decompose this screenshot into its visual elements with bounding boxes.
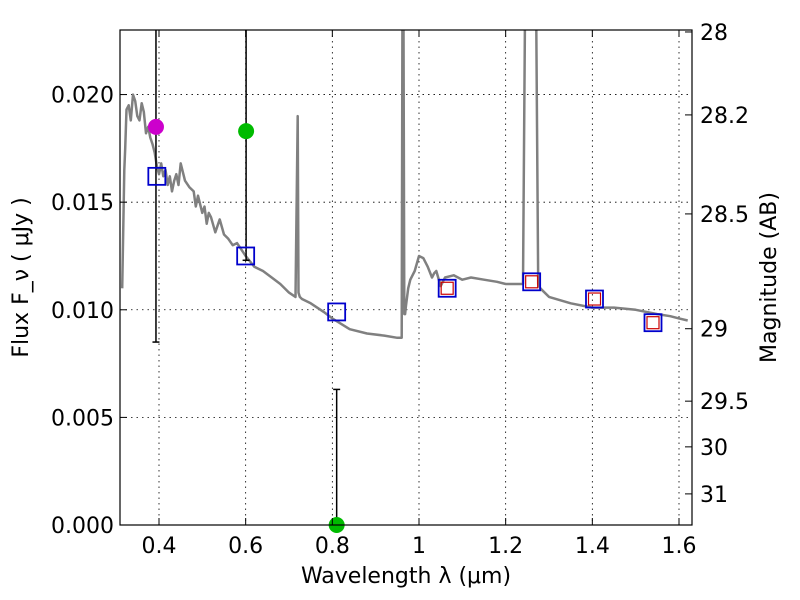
model-photometry-square	[437, 278, 457, 298]
magnitude-tick-labels: 28 28.2 28.5 29 29.5 30 31	[700, 21, 749, 508]
y-tick-label: 0.005	[51, 406, 114, 431]
y-axis-right-label: Magnitude (AB)	[757, 192, 782, 363]
model-photometry-square	[147, 166, 167, 186]
model-photometry-square	[522, 272, 542, 292]
observed-photometry-square	[525, 275, 539, 289]
magnitude-tick-label: 29.5	[700, 390, 749, 415]
green-point	[238, 123, 255, 140]
x-axis-label: Wavelength λ (μm)	[301, 564, 511, 589]
x-tick-label: 0.4	[142, 534, 177, 559]
x-tick-label: 1.4	[575, 534, 610, 559]
x-tick-labels: 0.4 0.6 0.8 1 1.2 1.4 1.6	[142, 534, 697, 559]
y-tick-label: 0.020	[51, 84, 114, 109]
y-axis-label: Flux F_ν ( μJy )	[9, 197, 34, 357]
magnitude-tick-label: 31	[700, 483, 728, 508]
model-photometry-square	[585, 289, 604, 309]
y-tick-label: 0.000	[51, 514, 114, 539]
observed-photometry-square	[587, 292, 602, 306]
observed-photometry-square	[646, 316, 660, 330]
model-photometry-square	[643, 313, 663, 333]
x-tick-label: 1.6	[662, 534, 697, 559]
ticks-layer	[120, 30, 692, 526]
y-tick-label: 0.010	[51, 299, 114, 324]
points-layer	[147, 118, 663, 533]
model-spectrum-line	[120, 30, 688, 340]
x-tick-label: 1	[412, 534, 426, 559]
x-tick-label: 1.2	[488, 534, 523, 559]
plot-frame	[119, 29, 693, 526]
magenta-point	[147, 118, 164, 135]
y-tick-labels: 0.000 0.005 0.010 0.015 0.020	[51, 84, 114, 539]
magnitude-tick-label: 29	[700, 318, 728, 343]
magnitude-tick-label: 28.2	[700, 104, 749, 129]
x-tick-label: 0.8	[315, 534, 350, 559]
model-spectrum-layer	[120, 30, 688, 340]
observed-photometry-square	[440, 281, 454, 295]
model-photometry-square	[236, 246, 256, 266]
magnitude-tick-label: 30	[700, 436, 728, 461]
model-photometry-square	[327, 302, 347, 322]
magnitude-tick-label: 28.5	[700, 203, 749, 228]
x-tick-label: 0.6	[228, 534, 263, 559]
magnitude-tick-label: 28	[700, 21, 728, 46]
grid-lines	[120, 30, 692, 526]
errorbar-layer	[152, 30, 341, 526]
y-tick-label: 0.015	[51, 191, 114, 216]
